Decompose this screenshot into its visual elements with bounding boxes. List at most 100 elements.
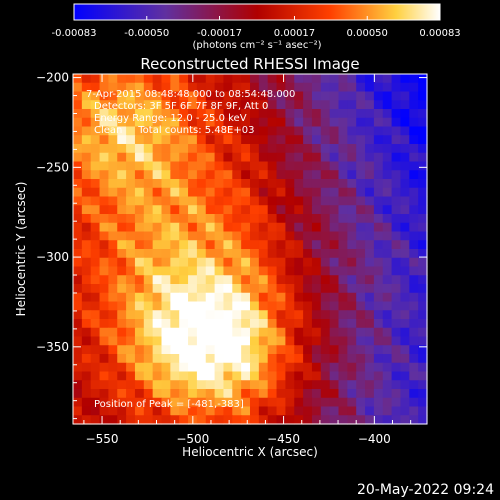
heatmap-cell bbox=[179, 231, 189, 241]
heatmap-cell bbox=[90, 135, 101, 145]
heatmap-cell bbox=[134, 415, 145, 425]
heatmap-cell bbox=[365, 397, 375, 408]
heatmap-cell bbox=[214, 371, 225, 381]
heatmap-cell bbox=[196, 257, 207, 268]
heatmap-cell bbox=[143, 266, 154, 276]
heatmap-cell bbox=[258, 319, 269, 329]
heatmap-cell bbox=[347, 406, 357, 416]
y-tick-label: −200 bbox=[36, 71, 69, 85]
y-axis-label: Heliocentric Y (arcsec) bbox=[14, 182, 28, 317]
heatmap-cell bbox=[196, 117, 207, 128]
heatmap-cell bbox=[108, 91, 118, 101]
heatmap-cell bbox=[303, 319, 313, 329]
heatmap-cell bbox=[320, 187, 331, 198]
heatmap-cell bbox=[391, 292, 402, 303]
heatmap-cell bbox=[418, 82, 428, 93]
heatmap-cell bbox=[143, 222, 154, 233]
heatmap-cell bbox=[258, 371, 269, 381]
heatmap-cell bbox=[205, 397, 216, 408]
heatmap-cell bbox=[267, 310, 278, 320]
heatmap-cell bbox=[373, 380, 384, 390]
heatmap-cell bbox=[311, 126, 322, 136]
heatmap-cell bbox=[400, 275, 410, 285]
heatmap-cell bbox=[311, 135, 322, 145]
heatmap-cell bbox=[214, 362, 225, 373]
heatmap-cell bbox=[196, 152, 207, 163]
heatmap-cell bbox=[400, 222, 410, 233]
heatmap-cell bbox=[276, 319, 286, 329]
heatmap-cell bbox=[303, 415, 313, 425]
heatmap-cell bbox=[365, 266, 375, 276]
heatmap-cell bbox=[320, 170, 331, 180]
heatmap-cell bbox=[400, 135, 410, 145]
heatmap-cell bbox=[285, 117, 295, 128]
heatmap-cell bbox=[232, 415, 242, 425]
heatmap-cell bbox=[81, 100, 92, 110]
heatmap-cell bbox=[356, 152, 366, 163]
y-tick-label: −250 bbox=[36, 160, 69, 174]
heatmap-cell bbox=[196, 301, 207, 311]
heatmap-cell bbox=[347, 109, 357, 119]
heatmap-cell bbox=[81, 222, 92, 233]
heatmap-cell bbox=[250, 74, 260, 84]
heatmap-cell bbox=[205, 257, 216, 268]
heatmap-cell bbox=[205, 389, 216, 399]
heatmap-cell bbox=[418, 100, 428, 110]
heatmap-cell bbox=[99, 161, 109, 171]
heatmap-cell bbox=[214, 310, 225, 320]
heatmap-cell bbox=[117, 310, 127, 320]
heatmap-cell bbox=[294, 82, 304, 93]
heatmap-cell bbox=[320, 301, 331, 311]
heatmap-cell bbox=[126, 327, 136, 338]
heatmap-cell bbox=[329, 222, 340, 233]
heatmap-cell bbox=[99, 109, 109, 119]
heatmap-cell bbox=[303, 275, 313, 285]
heatmap-cell bbox=[108, 284, 118, 294]
heatmap-cell bbox=[329, 319, 340, 329]
heatmap-cell bbox=[214, 231, 225, 241]
heatmap-cell bbox=[126, 214, 136, 224]
heatmap-cell bbox=[285, 249, 295, 259]
heatmap-cell bbox=[365, 144, 375, 154]
heatmap-cell bbox=[232, 222, 242, 233]
heatmap-cell bbox=[391, 319, 402, 329]
heatmap-cell bbox=[170, 152, 180, 163]
heatmap-cell bbox=[152, 117, 163, 128]
heatmap-cell bbox=[108, 257, 118, 268]
heatmap-cell bbox=[241, 354, 251, 364]
heatmap-cells bbox=[73, 74, 428, 425]
heatmap-cell bbox=[73, 389, 83, 399]
heatmap-cell bbox=[329, 284, 340, 294]
heatmap-cell bbox=[126, 240, 136, 250]
heatmap-cell bbox=[391, 152, 402, 163]
heatmap-cell bbox=[382, 301, 393, 311]
heatmap-cell bbox=[161, 91, 171, 101]
heatmap-cell bbox=[418, 231, 428, 241]
heatmap-cell bbox=[373, 371, 384, 381]
heatmap-cell bbox=[365, 249, 375, 259]
heatmap-cell bbox=[250, 397, 260, 408]
heatmap-cell bbox=[400, 196, 410, 206]
heatmap-cell bbox=[188, 196, 198, 206]
heatmap-cell bbox=[90, 187, 101, 198]
heatmap-cell bbox=[267, 345, 278, 355]
heatmap-cell bbox=[205, 161, 216, 171]
heatmap-cell bbox=[320, 354, 331, 364]
heatmap-cell bbox=[170, 389, 180, 399]
heatmap-cell bbox=[241, 126, 251, 136]
heatmap-cell bbox=[232, 249, 242, 259]
heatmap-cell bbox=[365, 231, 375, 241]
colorbar-tick-label: -0.00017 bbox=[197, 28, 242, 39]
heatmap-cell bbox=[205, 196, 216, 206]
heatmap-cell bbox=[205, 100, 216, 110]
heatmap-cell bbox=[161, 380, 171, 390]
heatmap-cell bbox=[241, 222, 251, 233]
heatmap-cell bbox=[179, 126, 189, 136]
heatmap-cell bbox=[347, 82, 357, 93]
heatmap-cell bbox=[126, 389, 136, 399]
heatmap-cell bbox=[90, 371, 101, 381]
heatmap-cell bbox=[232, 196, 242, 206]
heatmap-cell bbox=[143, 74, 154, 84]
heatmap-cell bbox=[170, 222, 180, 233]
heatmap-cell bbox=[338, 284, 348, 294]
